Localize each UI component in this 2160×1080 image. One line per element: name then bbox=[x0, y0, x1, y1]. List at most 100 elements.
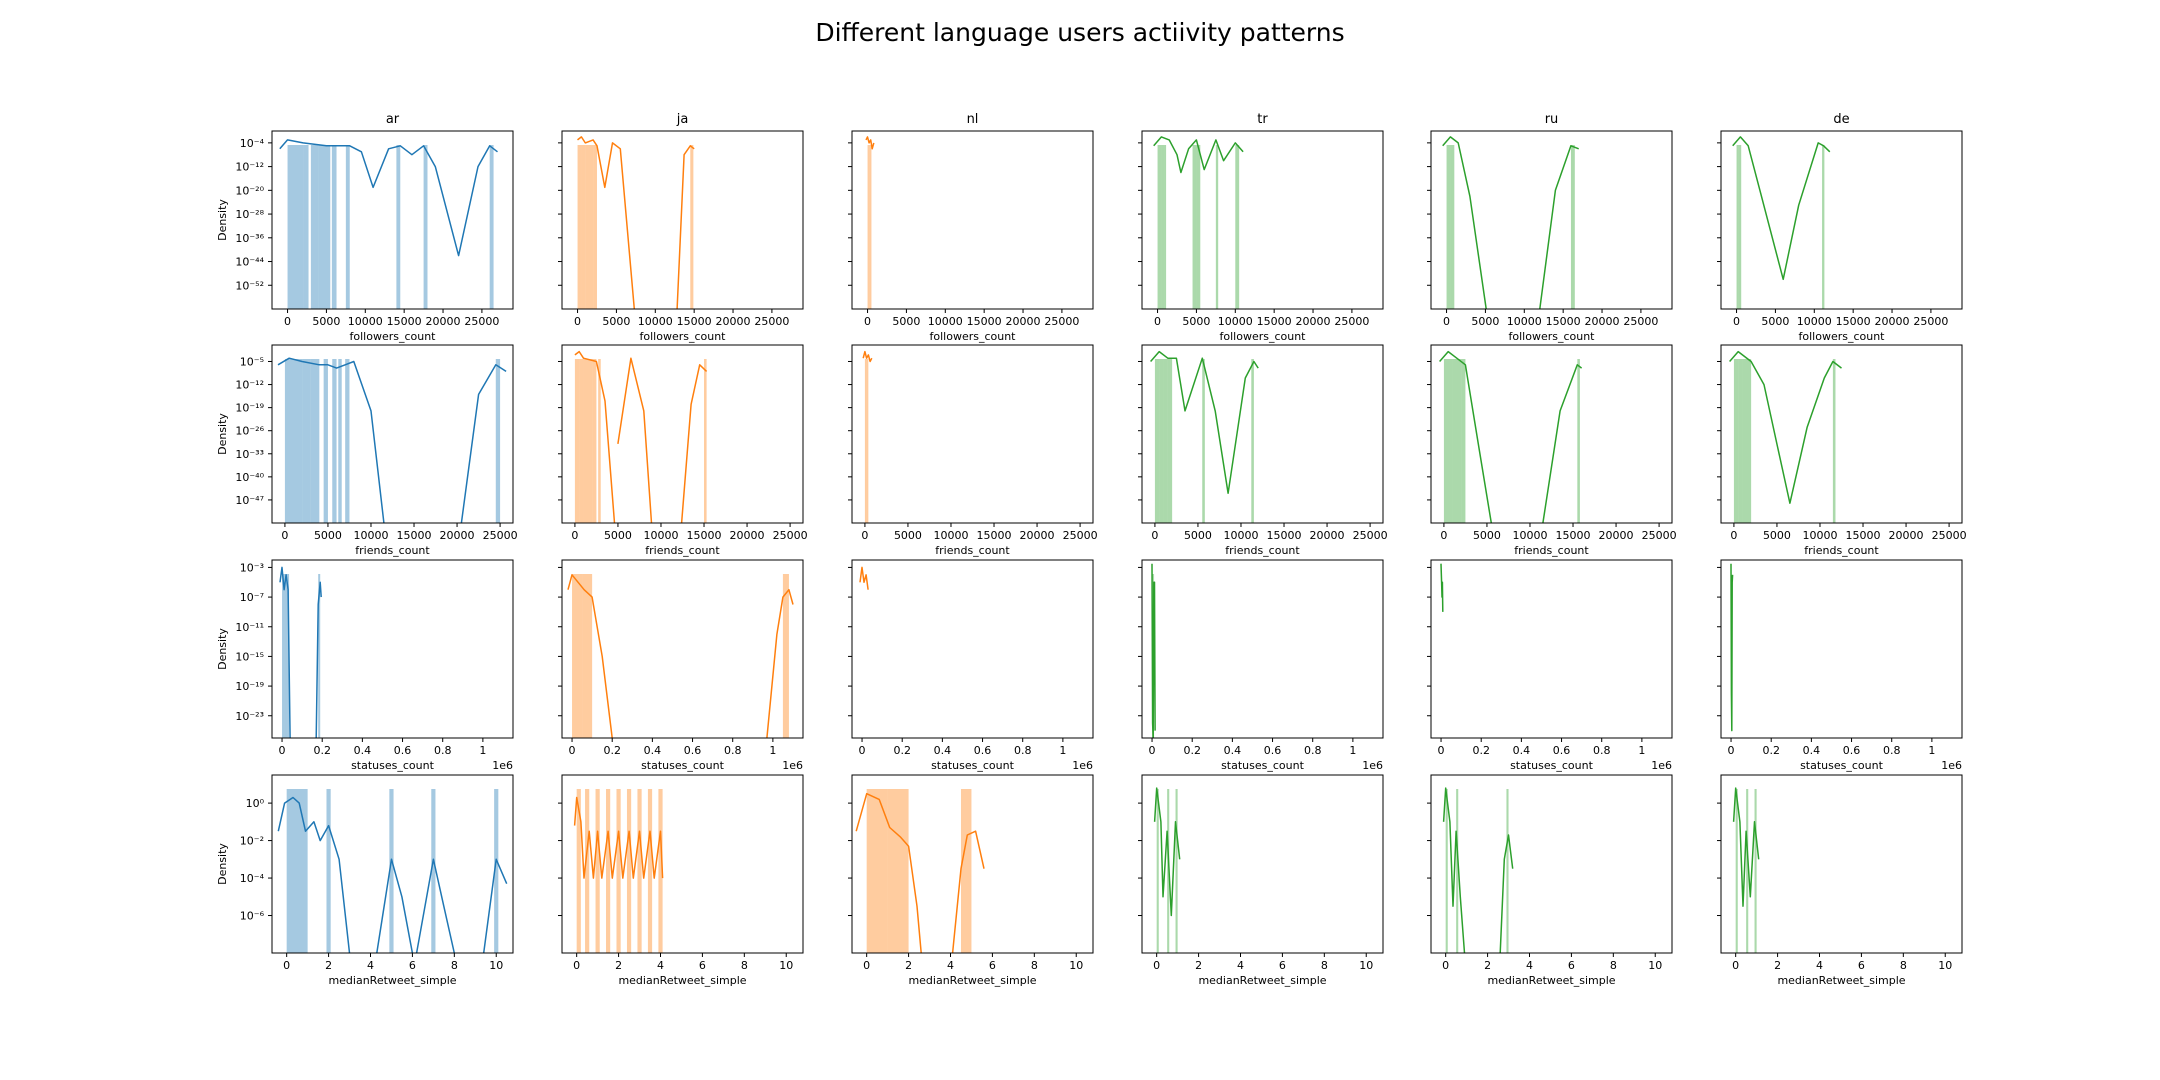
panel-followers_count-ja: 0 5000 10000 15000 20000 25000 followers_count bbox=[558, 130, 804, 343]
x-tick-label: 4 bbox=[367, 959, 374, 972]
x-tick-label: 15000 bbox=[1257, 315, 1292, 328]
hist-bar-ja-7 bbox=[647, 789, 653, 953]
x-tick-label: 0 bbox=[1438, 744, 1445, 757]
hist-bar-ru-2 bbox=[1506, 789, 1509, 953]
x-axis-offset: 1e6 bbox=[1362, 759, 1383, 772]
y-tick-label: 10⁻⁴ bbox=[240, 872, 265, 885]
x-tick-label: 8 bbox=[1610, 959, 1617, 972]
plot-area bbox=[1442, 787, 1514, 953]
hist-bar-ja-2 bbox=[585, 145, 594, 309]
panel-medianRetweet_simple-de: 0 2 4 6 8 10 medianRetweet_simple bbox=[1717, 774, 1963, 987]
x-tick-label: 0 bbox=[279, 744, 286, 757]
hist-bar-ja-0 bbox=[572, 574, 583, 738]
y-tick-label: 10⁻²³ bbox=[235, 710, 264, 723]
y-axis-label: Density bbox=[216, 413, 229, 455]
hist-bar-ar-1 bbox=[284, 574, 288, 738]
x-axis-label: medianRetweet_simple bbox=[328, 974, 456, 987]
kde-line-ar bbox=[277, 357, 507, 523]
x-tick-label: 10000 bbox=[1802, 529, 1837, 542]
kde-line-ru bbox=[1442, 787, 1514, 953]
hist-bar-ru-2 bbox=[1570, 145, 1575, 309]
panel-statuses_count-nl: 0 0.2 0.4 0.6 0.8 1 statuses_count 1e6 bbox=[848, 559, 1094, 772]
kde-line-tr bbox=[1153, 136, 1244, 174]
hist-bar-nl-1 bbox=[869, 145, 872, 309]
axes-frame bbox=[561, 774, 804, 954]
x-axis-label: followers_count bbox=[1220, 330, 1307, 343]
x-axis-label: medianRetweet_simple bbox=[908, 974, 1036, 987]
x-axis-label: friends_count bbox=[645, 544, 720, 557]
x-tick-label: 0.8 bbox=[1014, 744, 1032, 757]
x-tick-label: 2 bbox=[1774, 959, 1781, 972]
x-tick-label: 15000 bbox=[387, 315, 422, 328]
axes-frame bbox=[1720, 559, 1963, 739]
hist-bar-tr-2 bbox=[1164, 145, 1167, 309]
x-tick-label: 0.6 bbox=[394, 744, 412, 757]
column-title-tr: tr bbox=[1257, 112, 1268, 127]
x-tick-label: 0.4 bbox=[644, 744, 662, 757]
y-tick-label: 10⁻¹⁵ bbox=[235, 650, 264, 663]
hist-bar-ar-1 bbox=[326, 789, 331, 953]
x-tick-label: 10000 bbox=[1218, 315, 1253, 328]
hist-bar-ja-3 bbox=[593, 145, 597, 309]
x-tick-label: 6 bbox=[989, 959, 996, 972]
x-tick-label: 25000 bbox=[1642, 529, 1677, 542]
hist-bar-de-3 bbox=[1832, 359, 1836, 523]
panel-friends_count-ar: 0 5000 10000 15000 20000 25000 friends_count 10… bbox=[216, 344, 518, 557]
y-axis-label: Density bbox=[216, 628, 229, 670]
kde-line-ru bbox=[1439, 350, 1583, 523]
hist-bar-ar-4 bbox=[331, 145, 337, 309]
kde-line-de bbox=[1729, 350, 1842, 504]
hist-bar-tr-2 bbox=[1163, 359, 1168, 523]
hist-bar-ja-5 bbox=[704, 359, 707, 523]
hist-bar-ar-2 bbox=[287, 574, 290, 738]
kde-line-de bbox=[1732, 787, 1760, 907]
axes-frame bbox=[1141, 130, 1384, 310]
y-tick-label: 10⁻¹¹ bbox=[235, 621, 264, 634]
x-tick-label: 25000 bbox=[754, 315, 789, 328]
x-axis-label: friends_count bbox=[935, 544, 1010, 557]
hist-bar-ru-0 bbox=[1443, 359, 1453, 523]
x-tick-label: 1 bbox=[1928, 744, 1935, 757]
plot-area bbox=[577, 136, 695, 309]
x-axis-label: statuses_count bbox=[931, 759, 1015, 772]
x-tick-label: 5000 bbox=[1471, 315, 1499, 328]
x-tick-label: 0 bbox=[1149, 744, 1156, 757]
panel-friends_count-de: 0 5000 10000 15000 20000 25000 friends_count bbox=[1717, 344, 1967, 557]
x-axis-label: followers_count bbox=[930, 330, 1017, 343]
x-tick-label: 10 bbox=[1938, 959, 1952, 972]
plot-area bbox=[1729, 350, 1842, 523]
axes-frame bbox=[1141, 559, 1384, 739]
hist-bar-tr-0 bbox=[1157, 145, 1162, 309]
panel-medianRetweet_simple-ar: 0 2 4 6 8 10 medianRetweet_simple 10⁰ 10⁻² 10⁻⁴ 10… bbox=[216, 774, 514, 987]
column-title-nl: nl bbox=[967, 112, 979, 127]
kde-line-nl bbox=[855, 792, 985, 953]
x-tick-label: 4 bbox=[1526, 959, 1533, 972]
hist-bar-ja-0 bbox=[576, 789, 581, 953]
x-tick-label: 6 bbox=[1858, 959, 1865, 972]
y-tick-label: 10⁻²⁶ bbox=[235, 425, 264, 438]
panel-medianRetweet_simple-nl: 0 2 4 6 8 10 medianRetweet_simple bbox=[848, 774, 1094, 987]
x-tick-label: 15000 bbox=[397, 529, 432, 542]
plot-area bbox=[859, 566, 869, 590]
x-tick-label: 5000 bbox=[314, 529, 342, 542]
plot-area bbox=[573, 789, 664, 953]
axes-frame bbox=[851, 774, 1094, 954]
kde-line-nl bbox=[859, 566, 869, 590]
hist-bar-ar-0 bbox=[282, 574, 285, 738]
axes-frame bbox=[1430, 130, 1673, 310]
x-axis-label: medianRetweet_simple bbox=[1487, 974, 1615, 987]
kde-line-ru bbox=[1442, 136, 1579, 309]
x-axis-label: followers_count bbox=[1799, 330, 1886, 343]
hist-bar-ja-3 bbox=[606, 789, 611, 953]
hist-bar-de-0 bbox=[1736, 145, 1739, 309]
x-tick-label: 0 bbox=[283, 959, 290, 972]
kde-line-ja bbox=[574, 350, 708, 523]
x-tick-label: 2 bbox=[325, 959, 332, 972]
x-tick-label: 0.4 bbox=[934, 744, 952, 757]
plot-area bbox=[277, 357, 507, 523]
plot-area bbox=[1439, 350, 1583, 523]
axes-frame bbox=[851, 559, 1094, 739]
x-tick-label: 8 bbox=[451, 959, 458, 972]
x-tick-label: 0 bbox=[1440, 529, 1447, 542]
y-tick-label: 10⁰ bbox=[246, 797, 265, 810]
